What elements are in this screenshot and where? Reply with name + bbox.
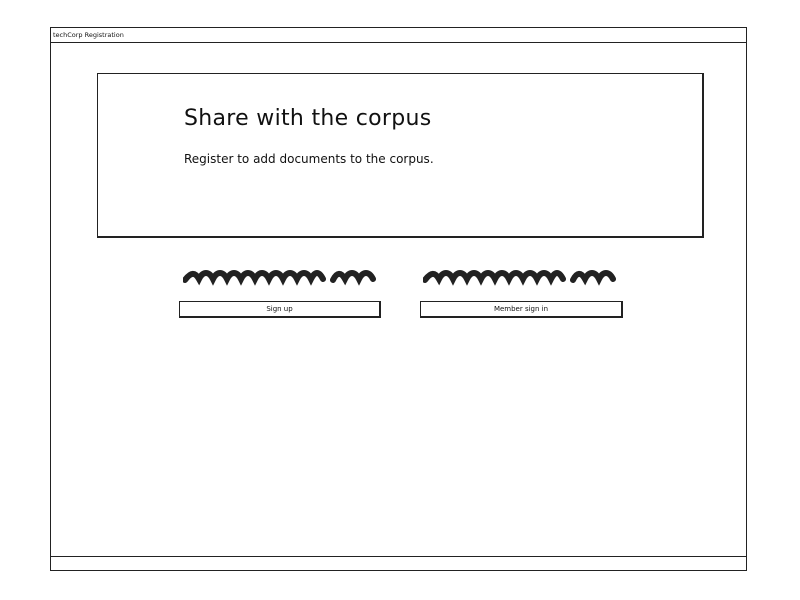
window-statusbar [51, 556, 746, 570]
hero-subtitle: Register to add documents to the corpus. [184, 152, 434, 166]
hero-panel: Share with the corpus Register to add do… [97, 73, 704, 238]
signup-button[interactable]: Sign up [179, 301, 381, 318]
window-title: techCorp Registration [53, 31, 124, 39]
signin-placeholder-scribble [423, 270, 616, 286]
window-titlebar: techCorp Registration [51, 28, 746, 43]
hero-title: Share with the corpus [184, 106, 432, 131]
member-signin-button[interactable]: Member sign in [420, 301, 623, 318]
signup-placeholder-scribble [183, 270, 376, 286]
app-window: techCorp Registration Share with the cor… [50, 27, 747, 571]
